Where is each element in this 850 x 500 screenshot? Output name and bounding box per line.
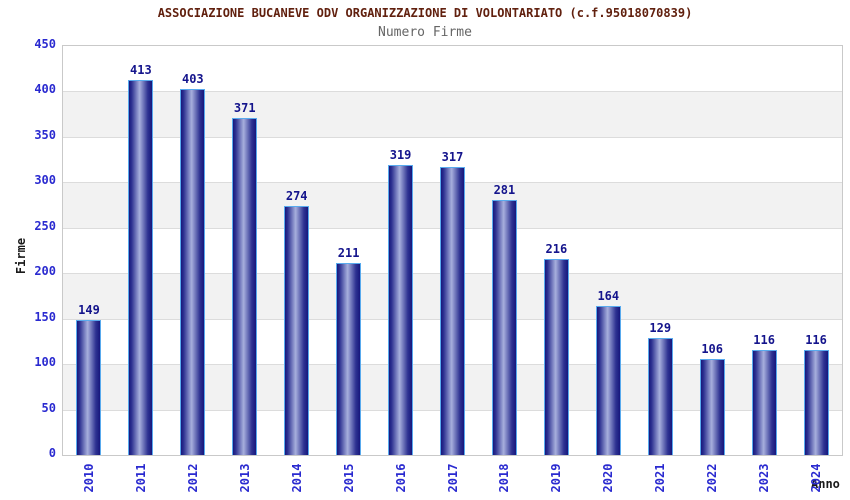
x-axis-tick-label: 2011 xyxy=(133,463,148,493)
bar xyxy=(128,80,154,455)
bar xyxy=(699,359,725,455)
x-axis-tick-label: 2019 xyxy=(549,463,564,493)
x-axis-tick-label: 2020 xyxy=(601,463,616,493)
bar-value-label: 274 xyxy=(285,189,308,203)
bar xyxy=(232,118,258,455)
bar-value-label: 129 xyxy=(649,321,672,335)
bar-value-label: 403 xyxy=(181,72,204,86)
bar xyxy=(76,320,102,455)
chart-title: ASSOCIAZIONE BUCANEVE ODV ORGANIZZAZIONE… xyxy=(157,6,693,20)
grid-band xyxy=(63,46,842,92)
y-axis-tick-label: 150 xyxy=(34,309,56,324)
bar xyxy=(440,167,465,455)
bar-value-label: 319 xyxy=(389,148,412,162)
bar-value-label: 216 xyxy=(545,242,568,256)
y-axis-tick-label: 250 xyxy=(34,218,56,233)
gridline xyxy=(63,136,842,138)
x-axis-tick-label: 2023 xyxy=(757,463,772,493)
x-axis-title: Anno xyxy=(811,477,840,491)
chart-subtitle: Numero Firme xyxy=(378,25,472,40)
bar-value-label: 413 xyxy=(130,63,152,77)
x-axis-tick-label: 2017 xyxy=(445,463,460,493)
y-axis-tick-label: 350 xyxy=(34,127,56,142)
y-axis-tick-label: 450 xyxy=(34,37,56,51)
y-axis-tick-label: 200 xyxy=(34,264,56,279)
x-axis-tick-label: 2016 xyxy=(393,463,408,493)
bar-value-label: 317 xyxy=(441,150,464,164)
bar xyxy=(595,306,621,455)
x-axis-tick-label: 2015 xyxy=(341,463,356,493)
gridline xyxy=(63,91,842,93)
y-axis-tick-label: 0 xyxy=(48,446,56,460)
x-axis-tick-label: 2018 xyxy=(497,463,512,493)
x-axis-tick-label: 2024 xyxy=(809,463,824,493)
bar xyxy=(491,200,517,455)
y-axis-tick-label: 50 xyxy=(41,400,56,415)
bar xyxy=(284,206,310,455)
x-axis-tick-label: 2014 xyxy=(289,463,304,493)
bar-value-label: 211 xyxy=(337,246,360,260)
y-axis-tick-label: 300 xyxy=(34,173,56,188)
bar xyxy=(388,165,414,455)
bar-value-label: 371 xyxy=(233,101,256,115)
bar xyxy=(336,263,362,455)
bar xyxy=(803,350,829,455)
y-axis-tick-label: 100 xyxy=(34,355,56,370)
x-axis-tick-label: 2021 xyxy=(653,463,668,493)
bar-value-label: 116 xyxy=(753,333,775,347)
bar-value-label: 281 xyxy=(493,183,516,197)
y-axis-tick-label: 400 xyxy=(34,82,56,97)
bar-value-label: 106 xyxy=(701,342,723,356)
x-axis-tick-label: 2012 xyxy=(185,463,200,493)
x-axis-tick-label: 2010 xyxy=(81,463,96,493)
plot-area: 149 413 403 371 274 211 319 317 281 216 164 129 106 1… xyxy=(62,45,843,456)
bar-value-label: 164 xyxy=(597,289,620,303)
bar xyxy=(751,350,777,455)
bar-value-label: 149 xyxy=(78,303,100,317)
bar xyxy=(543,259,569,455)
bar xyxy=(180,89,206,455)
bar-value-label: 116 xyxy=(805,333,827,347)
x-axis-tick-label: 2022 xyxy=(705,463,720,493)
x-axis-tick-label: 2013 xyxy=(237,463,252,493)
bar xyxy=(647,338,673,455)
